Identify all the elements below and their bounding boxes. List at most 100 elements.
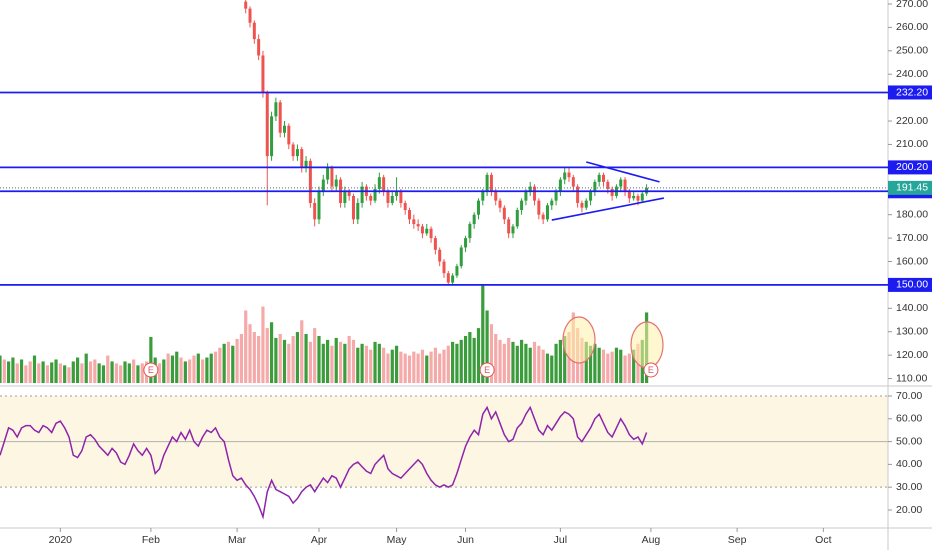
volume-bar [265,328,269,383]
candle-body [554,191,558,201]
candle-body [356,202,360,220]
x-tick-label: May [387,534,408,546]
volume-bar [326,339,330,383]
volume-bar [606,353,610,383]
volume-bar [157,363,162,383]
volume-bar [175,351,179,383]
volume-bar [45,365,50,383]
candle-body [399,191,403,203]
volume-bar [188,359,192,383]
candle-body [459,247,463,267]
volume-bar [127,363,131,383]
x-tick-label: Jun [457,534,474,546]
volume-bar [550,355,554,383]
volume-bar [269,322,274,383]
candle-body [468,224,472,239]
candle-body [317,191,321,220]
volume-bar [88,361,93,383]
volume-bar [244,310,248,383]
volume-bar [330,345,334,383]
earnings-label: E [484,365,490,375]
trendline [586,161,660,183]
volume-bar [386,353,390,383]
rsi-y-tick-label: 30.00 [896,481,922,493]
candle-body [619,179,623,187]
volume-bar [192,355,196,383]
volume-bar [287,343,291,383]
candle-body [433,238,437,250]
volume-bar [239,334,243,383]
volume-bar [614,347,619,383]
candle-body [550,200,554,206]
x-tick-label: Feb [142,534,160,546]
rsi-line [0,405,648,520]
volume-bar [369,349,373,383]
volume-bar [162,359,166,383]
volume-bar [627,353,631,383]
volume-bar [610,351,614,383]
volume-bar [364,345,369,383]
candle-body [257,39,261,56]
y-tick-label: 240.00 [896,68,928,80]
y-tick-label: 110.00 [896,372,927,384]
volume-bar [425,355,429,383]
volume-bar [0,355,2,383]
volume-bar [545,353,550,383]
volume-bar [494,334,498,383]
volume-bar [472,337,476,383]
volume-bar [54,359,58,383]
volume-bar [321,343,325,383]
volume-bar [317,335,321,383]
highlight-ellipse [562,316,596,364]
volume-bar [213,351,218,383]
candle-body [481,191,485,201]
volume-bar [390,349,394,383]
y-tick-label: 220.00 [896,115,928,127]
x-tick-label: Mar [228,534,247,546]
volume-bar [110,361,114,383]
volume-bar [226,341,231,383]
volume-bar [429,351,433,383]
candle-body [537,200,541,215]
candle-body [429,228,433,239]
last-price-box [888,180,932,195]
volume-bar [502,343,506,383]
volume-bar [41,361,45,383]
volume-bar [632,349,636,383]
volume-bar [84,353,88,383]
highlight-ellipse [630,321,664,369]
volume-bar [489,324,494,383]
candle-body [300,149,304,168]
candle-body [304,160,308,168]
candle-body [252,22,256,40]
volume-bar [416,353,420,383]
volume-bar [93,359,97,383]
x-tick-label: 2020 [49,534,73,546]
volume-bar [11,357,15,383]
volume-bar [170,355,175,383]
candle-body [593,181,597,192]
volume-bar [334,337,338,383]
candle-body [623,179,627,192]
x-tick-label: Jul [554,534,567,546]
volume-bar [140,363,144,383]
candle-body [511,226,515,234]
candle-body [507,219,511,234]
candle-body [567,172,571,178]
candle-body [291,144,295,157]
x-tick-label: Oct [815,534,831,546]
volume-bar [106,355,110,383]
candle-body [520,200,524,210]
candle-body [390,195,394,203]
candle-body [571,177,575,187]
volume-bar [532,341,537,383]
volume-bar [67,367,71,383]
volume-bar [50,362,54,383]
candle-body [597,174,601,182]
candle-body [610,188,614,196]
candle-body [308,160,312,203]
level-label-box [888,277,932,292]
trendline [551,197,664,221]
